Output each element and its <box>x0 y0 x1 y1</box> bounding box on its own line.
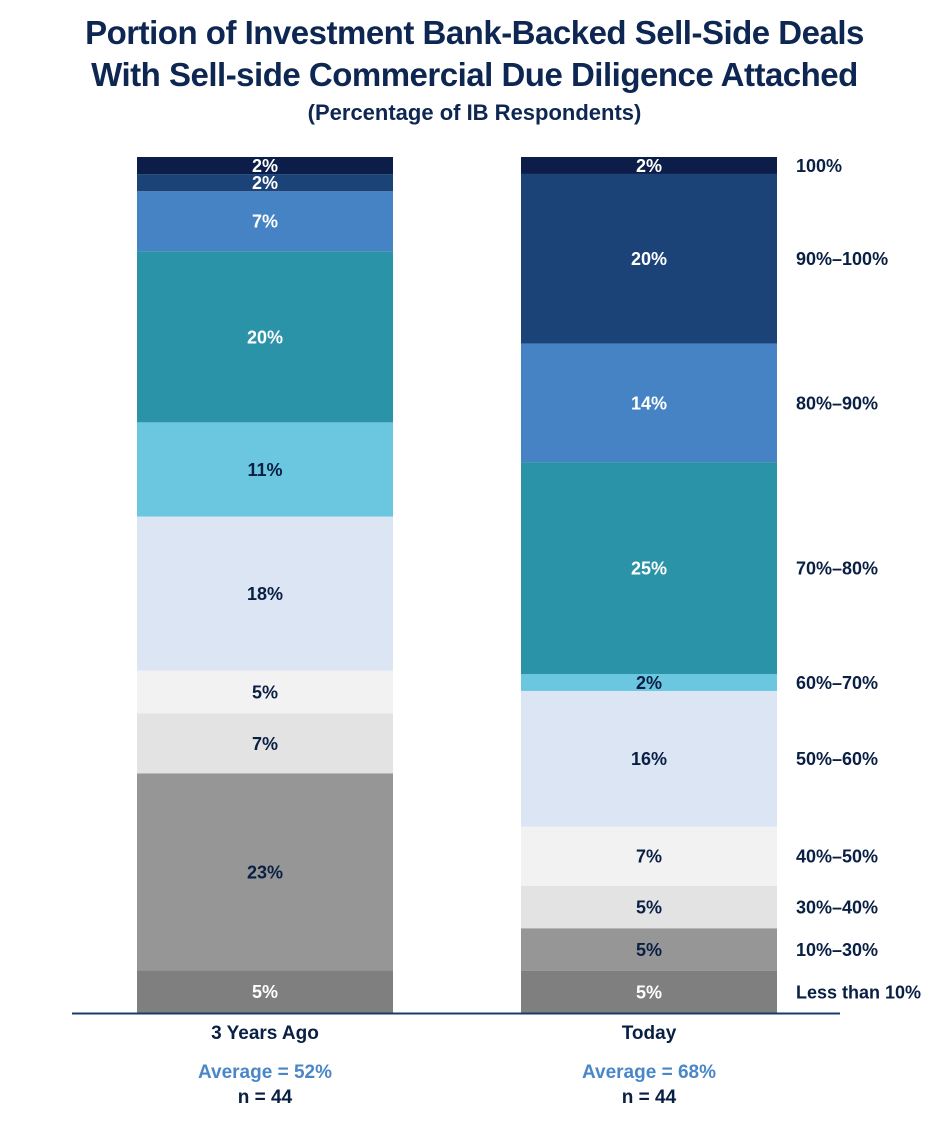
legend-label: 40%–50% <box>796 847 878 867</box>
bar-segment <box>521 690 777 827</box>
legend-label: 100% <box>796 156 842 176</box>
bar-segment <box>521 462 777 674</box>
data-label: 23% <box>247 862 283 882</box>
bar-segment <box>137 773 393 971</box>
legend-label: 10%–30% <box>796 940 878 960</box>
bar-segment <box>521 970 777 1013</box>
bar-segment <box>137 191 393 252</box>
data-label: 7% <box>636 847 662 867</box>
data-label: 7% <box>252 734 278 754</box>
bar-segment <box>137 516 393 671</box>
chart-subtitle: (Percentage of IB Respondents) <box>307 100 642 125</box>
bar-segment <box>521 928 777 971</box>
data-label: 25% <box>631 559 667 579</box>
bar-segment <box>137 157 393 175</box>
bar-segment <box>137 251 393 423</box>
data-label: 11% <box>247 460 282 480</box>
average-label: Average = 52% <box>198 1062 332 1083</box>
bar-segment <box>521 826 777 886</box>
data-label: 2% <box>636 673 662 693</box>
data-label: 5% <box>252 683 278 703</box>
legend-label: 90%–100% <box>796 249 888 269</box>
bar-segment <box>521 885 777 929</box>
data-label: 20% <box>631 249 667 269</box>
data-label: 2% <box>252 173 278 193</box>
legend-label: 30%–40% <box>796 898 878 918</box>
bar-segment <box>137 670 393 714</box>
data-label: 7% <box>252 212 278 232</box>
bar-segment <box>521 173 777 344</box>
data-label: 5% <box>636 898 662 918</box>
legend-label: 60%–70% <box>796 673 878 693</box>
data-label: 2% <box>636 156 662 176</box>
bar-segment <box>137 970 393 1013</box>
data-label: 16% <box>631 749 667 769</box>
x-tick-label: Today <box>622 1023 677 1044</box>
bar-segment <box>521 673 777 691</box>
data-label: 5% <box>636 982 662 1002</box>
data-label: 14% <box>631 393 667 413</box>
legend-label: 70%–80% <box>796 559 878 579</box>
data-label: 5% <box>252 982 278 1002</box>
sample-size-label: n = 44 <box>238 1087 293 1108</box>
data-label: 5% <box>636 940 662 960</box>
bar-segment <box>521 157 777 174</box>
chart-title-line-1: Portion of Investment Bank-Backed Sell-S… <box>85 14 864 51</box>
x-tick-label: 3 Years Ago <box>211 1023 319 1044</box>
bar-segment <box>521 343 777 463</box>
bar-segment <box>137 713 393 774</box>
bar-segment <box>137 422 393 517</box>
average-label: Average = 68% <box>582 1062 716 1083</box>
data-label: 2% <box>252 156 278 176</box>
data-label: 20% <box>247 327 283 347</box>
sample-size-label: n = 44 <box>622 1087 677 1108</box>
legend-label: 50%–60% <box>796 749 878 769</box>
data-label: 18% <box>247 584 283 604</box>
legend-label: 80%–90% <box>796 393 878 413</box>
legend-label: Less than 10% <box>796 982 921 1002</box>
bar-segment <box>137 174 393 192</box>
chart-title-line-2: With Sell-side Commercial Due Diligence … <box>91 56 858 93</box>
